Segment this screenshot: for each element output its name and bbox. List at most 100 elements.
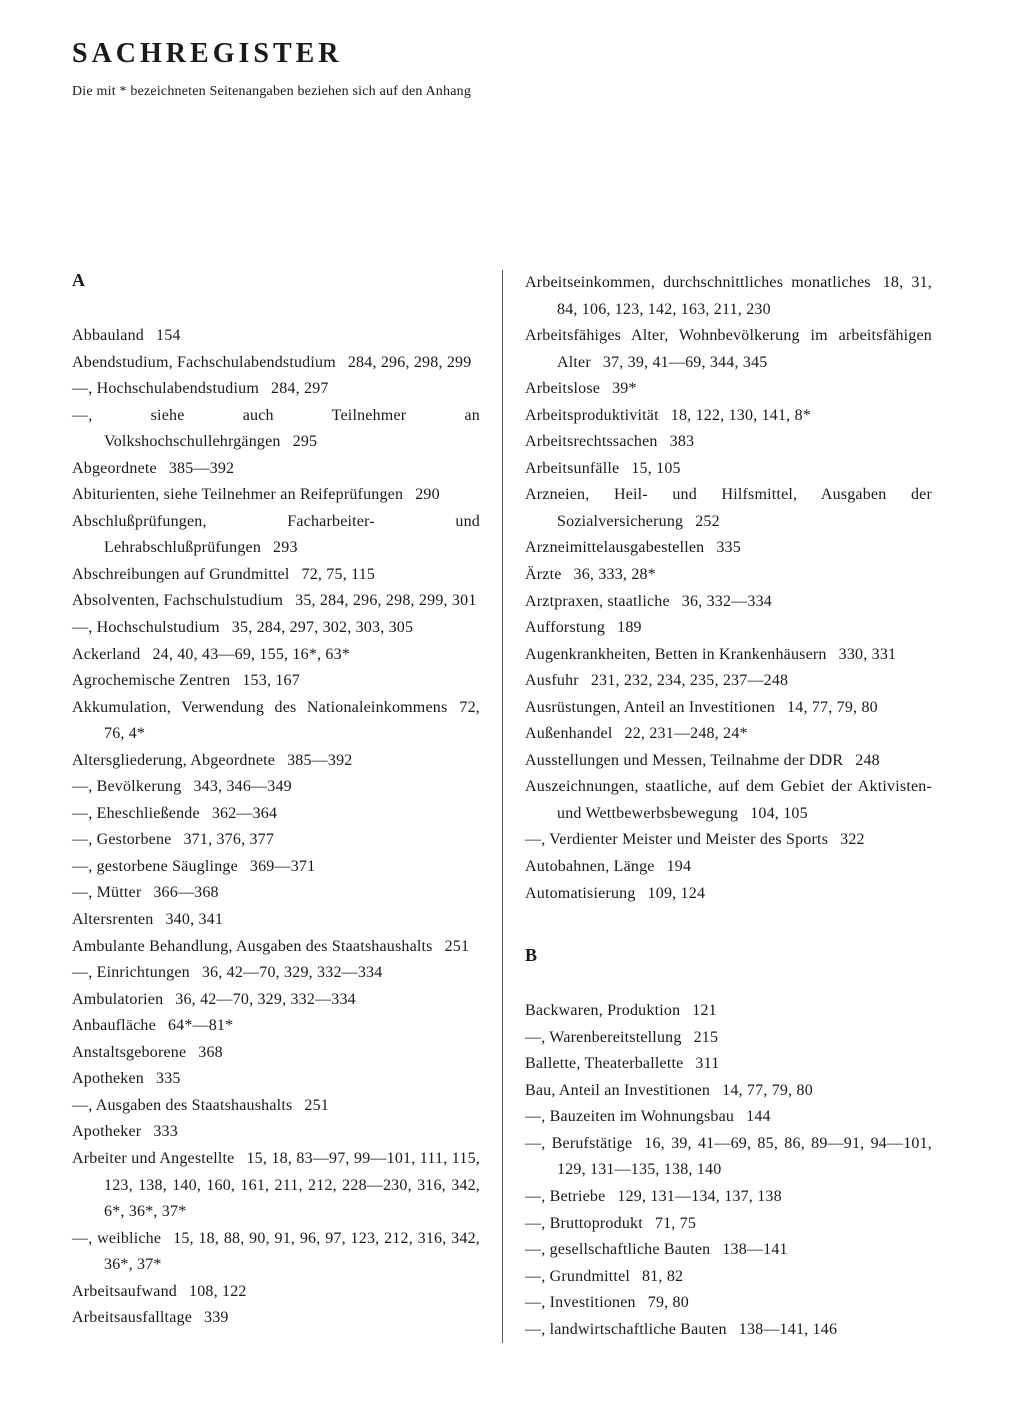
entry-pages: 15, 105 [619, 460, 680, 477]
entry-pages: 108, 122 [177, 1283, 247, 1300]
entry-term: Akkumulation, Verwendung des Nationalein… [72, 699, 447, 716]
index-entry: Ausstellungen und Messen, Teilnahme der … [525, 748, 932, 775]
entry-pages: 284, 297 [259, 380, 329, 397]
entry-term: —, Mütter [72, 884, 141, 901]
entry-pages: 36, 42—70, 329, 332—334 [190, 964, 383, 981]
entry-pages: 109, 124 [636, 885, 706, 902]
index-entry: Arbeiter und Angestellte15, 18, 83—97, 9… [72, 1146, 480, 1226]
section-letter-a: A [72, 270, 480, 291]
entry-term: Abendstudium, Fachschulabendstudium [72, 354, 336, 371]
entry-term: —, gesellschaftliche Bauten [525, 1241, 710, 1258]
entry-pages: 385—392 [157, 460, 234, 477]
entry-pages: 251 [292, 1097, 329, 1114]
entry-term: —, gestorbene Säuglinge [72, 858, 238, 875]
entry-pages: 37, 39, 41—69, 344, 345 [591, 354, 768, 371]
index-entry: Ärzte36, 333, 28* [525, 562, 932, 589]
index-entry: Ausrüstungen, Anteil an Investitionen14,… [525, 695, 932, 722]
entry-term: Altersrenten [72, 911, 153, 928]
entry-term: Arzneimittelausgabestellen [525, 539, 704, 556]
entry-pages: 330, 331 [827, 646, 897, 663]
index-entry: —, Grundmittel81, 82 [525, 1264, 932, 1291]
entry-pages: 371, 376, 377 [171, 831, 274, 848]
entry-pages: 104, 105 [738, 805, 808, 822]
entry-term: Abiturienten, siehe Teilnehmer an Reifep… [72, 486, 403, 503]
index-entry: Absolventen, Fachschulstudium35, 284, 29… [72, 588, 480, 615]
entry-pages: 14, 77, 79, 80 [710, 1082, 813, 1099]
entry-term: Arbeitsunfälle [525, 460, 619, 477]
entry-pages: 231, 232, 234, 235, 237—248 [579, 672, 788, 689]
entry-pages: 154 [144, 327, 181, 344]
entry-pages: 138—141 [710, 1241, 787, 1258]
index-entry: Abgeordnete385—392 [72, 456, 480, 483]
entry-pages: 322 [828, 831, 865, 848]
entry-term: Arbeitseinkommen, durchschnittliches mon… [525, 274, 871, 291]
index-entry: Arztpraxen, staatliche36, 332—334 [525, 589, 932, 616]
entry-term: —, weibliche [72, 1230, 161, 1247]
index-entry: Auszeichnungen, staatliche, auf dem Gebi… [525, 774, 932, 827]
entry-term: —, Bauzeiten im Wohnungsbau [525, 1108, 734, 1125]
index-entry: Arbeitsrechtssachen383 [525, 429, 932, 456]
index-entry: —, gestorbene Säuglinge369—371 [72, 854, 480, 881]
index-entry: —, Bevölkerung343, 346—349 [72, 774, 480, 801]
entry-term: Auszeichnungen, staatliche, auf dem Gebi… [525, 778, 932, 822]
index-entry: Apotheker333 [72, 1119, 480, 1146]
index-entry: Backwaren, Produktion121 [525, 998, 932, 1025]
entry-term: —, Gestorbene [72, 831, 171, 848]
entry-term: Anstaltsgeborene [72, 1044, 186, 1061]
entry-pages: 64*—81* [156, 1017, 233, 1034]
entry-pages: 36, 42—70, 329, 332—334 [163, 991, 356, 1008]
index-entry: Ballette, Theaterballette311 [525, 1051, 932, 1078]
index-entry: Arbeitsaufwand108, 122 [72, 1279, 480, 1306]
entry-term: Außenhandel [525, 725, 613, 742]
entries-left: Abbauland154Abendstudium, Fachschulabend… [72, 323, 480, 1332]
entry-term: —, siehe auch Teilnehmer an Volkshochsch… [72, 407, 480, 451]
entry-pages: 153, 167 [230, 672, 300, 689]
entry-term: —, Betriebe [525, 1188, 605, 1205]
entry-term: —, Investitionen [525, 1294, 636, 1311]
entry-term: Abbauland [72, 327, 144, 344]
index-entry: —, Eheschließende362—364 [72, 801, 480, 828]
entry-pages: 290 [403, 486, 440, 503]
entry-term: Abschreibungen auf Grundmittel [72, 566, 290, 583]
index-entry: —, Gestorbene371, 376, 377 [72, 827, 480, 854]
index-entry: —, siehe auch Teilnehmer an Volkshochsch… [72, 403, 480, 456]
entry-term: —, landwirtschaftliche Bauten [525, 1321, 727, 1338]
index-entry: Akkumulation, Verwendung des Nationalein… [72, 695, 480, 748]
index-entry: Arbeitsfähiges Alter, Wohnbevölkerung im… [525, 323, 932, 376]
index-entry: Außenhandel22, 231—248, 24* [525, 721, 932, 748]
entry-term: —, Hochschulstudium [72, 619, 220, 636]
index-page: SACHREGISTER Die mit * bezeichneten Seit… [0, 0, 1024, 1408]
index-entry: Ambulante Behandlung, Ausgaben des Staat… [72, 934, 480, 961]
index-entry: Ambulatorien36, 42—70, 329, 332—334 [72, 987, 480, 1014]
index-entry: —, Bauzeiten im Wohnungsbau144 [525, 1104, 932, 1131]
entry-pages: 14, 77, 79, 80 [775, 699, 878, 716]
entry-term: Arzneien, Heil- und Hilfsmittel, Ausgabe… [525, 486, 932, 530]
index-entry: Bau, Anteil an Investitionen14, 77, 79, … [525, 1078, 932, 1105]
entry-term: —, Einrichtungen [72, 964, 190, 981]
entry-term: Arbeiter und Angestellte [72, 1150, 234, 1167]
index-entry: Apotheken335 [72, 1066, 480, 1093]
index-entry: —, Verdienter Meister und Meister des Sp… [525, 827, 932, 854]
entry-pages: 138—141, 146 [727, 1321, 837, 1338]
entry-pages: 284, 296, 298, 299 [336, 354, 472, 371]
entries-right-top: Arbeitseinkommen, durchschnittliches mon… [525, 270, 932, 907]
index-entry: Abbauland154 [72, 323, 480, 350]
index-entry: Abiturienten, siehe Teilnehmer an Reifep… [72, 482, 480, 509]
entry-pages: 79, 80 [636, 1294, 689, 1311]
index-entry: —, Mütter366—368 [72, 880, 480, 907]
column-right: Arbeitseinkommen, durchschnittliches mon… [502, 270, 932, 1343]
entry-pages: 343, 346—349 [181, 778, 291, 795]
entry-term: Arbeitslose [525, 380, 600, 397]
entry-term: Autobahnen, Länge [525, 858, 655, 875]
index-entry: Abendstudium, Fachschulabendstudium284, … [72, 350, 480, 377]
page-title: SACHREGISTER [72, 38, 954, 70]
entry-pages: 335 [704, 539, 741, 556]
index-entry: Abschlußprüfungen, Facharbeiter- und Leh… [72, 509, 480, 562]
page-subtitle: Die mit * bezeichneten Seitenangaben bez… [72, 84, 954, 100]
entry-pages: 121 [680, 1002, 717, 1019]
entry-pages: 24, 40, 43—69, 155, 16*, 63* [140, 646, 350, 663]
entry-term: Apotheker [72, 1123, 141, 1140]
entry-term: Ausstellungen und Messen, Teilnahme der … [525, 752, 843, 769]
entry-pages: 189 [605, 619, 642, 636]
index-entry: —, Hochschulabendstudium284, 297 [72, 376, 480, 403]
